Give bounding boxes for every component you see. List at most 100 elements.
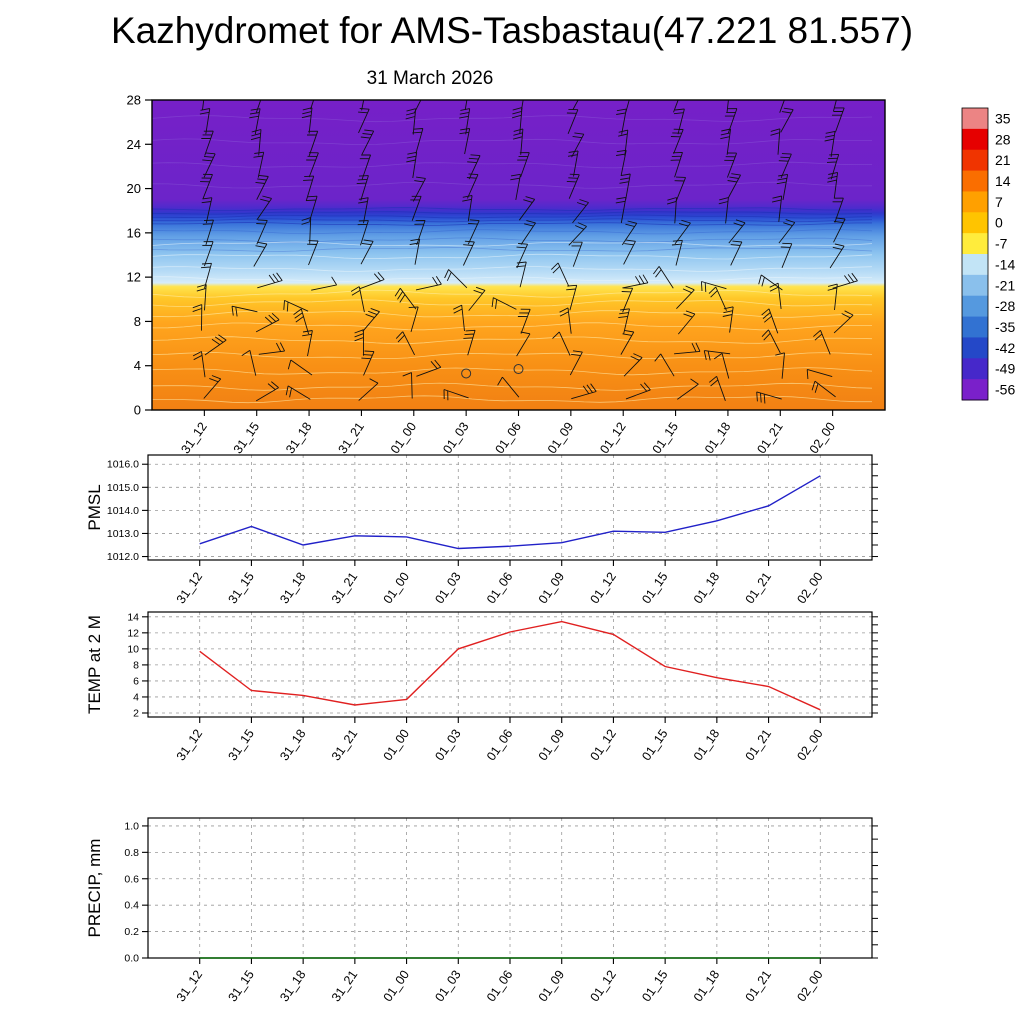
wind-barb [761,308,779,334]
colorbar-cell [962,128,988,151]
pmsl-panel-line [199,475,821,550]
wind-barb [443,389,469,401]
y-axis-title: PMSL [85,484,104,530]
x-tick-label: 31_12 [178,420,209,457]
wind-barb [778,219,796,244]
x-tick-label: 01_09 [536,968,567,1005]
wind-barb [362,307,380,332]
wind-barb [676,285,695,310]
x-tick-label: 01_09 [545,420,576,457]
x-tick-label: 31_21 [329,570,360,607]
wind-barb [358,378,379,401]
wind-barb [677,310,696,335]
wind-barb [306,130,319,156]
wind-barb [256,219,268,245]
wind-barb [618,129,629,156]
wind-barb [616,108,627,135]
wind-barb [201,130,214,156]
wind-barb [231,305,258,317]
wind-barb [199,108,211,135]
x-tick-label: 02_00 [807,420,838,457]
wind-barb [520,220,536,245]
colorbar-label: -35 [995,319,1015,335]
wind-barb [361,350,375,376]
x-tick-label: 31_21 [329,727,360,764]
wind-barb [307,240,319,266]
wind-barb [311,276,337,291]
y-tick-label: 28 [127,93,141,108]
wind-barb [625,382,651,400]
cross-section-panel: 0 4 8 12 16 20 24 28 31_12 31_15 31_18 31_21 01_00 01… [127,93,886,457]
wind-barb [491,297,517,310]
wind-barb [408,306,419,333]
wind-barb [257,272,283,289]
wind-barb [552,331,571,356]
wind-barb [415,275,442,291]
x-tick-label: 31_15 [231,420,262,457]
x-tick-label: 01_18 [691,968,722,1005]
contour-line [152,367,873,376]
wind-barb [306,152,319,178]
wind-barb [256,195,272,221]
y-tick-label: 0 [134,403,141,418]
wind-barb [670,128,684,154]
x-tick-label: 31_18 [277,570,308,607]
wind-barb [516,243,529,269]
wind-barb [253,241,268,267]
wind-barb [832,107,845,133]
wind-barb [258,342,286,355]
y-tick-label: 2 [133,707,139,719]
y-tick-label: 0.0 [124,953,139,965]
y-tick-label: 8 [134,314,141,329]
colorbar-cell [962,337,988,359]
x-tick-label: 01_12 [587,727,618,764]
wind-barb [620,329,635,355]
wind-barb [571,132,585,158]
wind-barb [358,197,369,224]
wind-barb [306,195,318,222]
wind-barb [813,329,831,355]
colorbar-label: 28 [995,131,1011,147]
wind-barb [770,128,781,155]
wind-barb [833,310,854,334]
contour-line [152,237,873,243]
contour-line [152,207,873,212]
wind-barb [618,308,630,335]
wind-barb [360,129,375,155]
y-tick-label: 1014.0 [107,505,139,517]
wind-barb [453,304,465,332]
x-tick-label: 01_06 [493,420,524,457]
wind-barb [811,380,836,398]
colorbar-label: 0 [995,215,1003,231]
wind-barb [776,173,789,201]
date-subtitle: 31 March 2026 [366,68,494,89]
wind-barb [671,239,683,266]
x-tick-label: 01_18 [702,420,733,457]
wind-barb [410,195,422,221]
contour-line [152,211,873,215]
wind-barb [515,261,527,288]
x-tick-label: 01_12 [587,968,618,1005]
x-tick-label: 01_15 [639,727,670,764]
wind-barb [832,272,858,289]
contour-line [152,161,873,169]
wind-barb [249,108,261,135]
x-tick-label: 31_15 [225,570,256,607]
x-tick-label: 01_06 [484,570,515,607]
wind-barb [350,286,365,313]
colorbar-cell [962,379,988,401]
wind-barb [196,284,207,311]
contour-line [152,276,872,283]
x-tick-label: 31_18 [277,968,308,1005]
wind-barb [623,239,636,265]
wind-barb [619,173,631,200]
x-tick-label: 01_00 [381,727,412,764]
wind-barb [405,108,417,135]
calm-wind-marker [461,368,472,379]
wind-barb [674,342,701,355]
x-tick-label: 31_15 [225,968,256,1005]
temp-panel: 2 4 6 8 10 12 14 31_12 31_15 31_18 31_21 01_00 01_03… [85,611,878,763]
y-tick-label: 0.6 [124,873,139,885]
